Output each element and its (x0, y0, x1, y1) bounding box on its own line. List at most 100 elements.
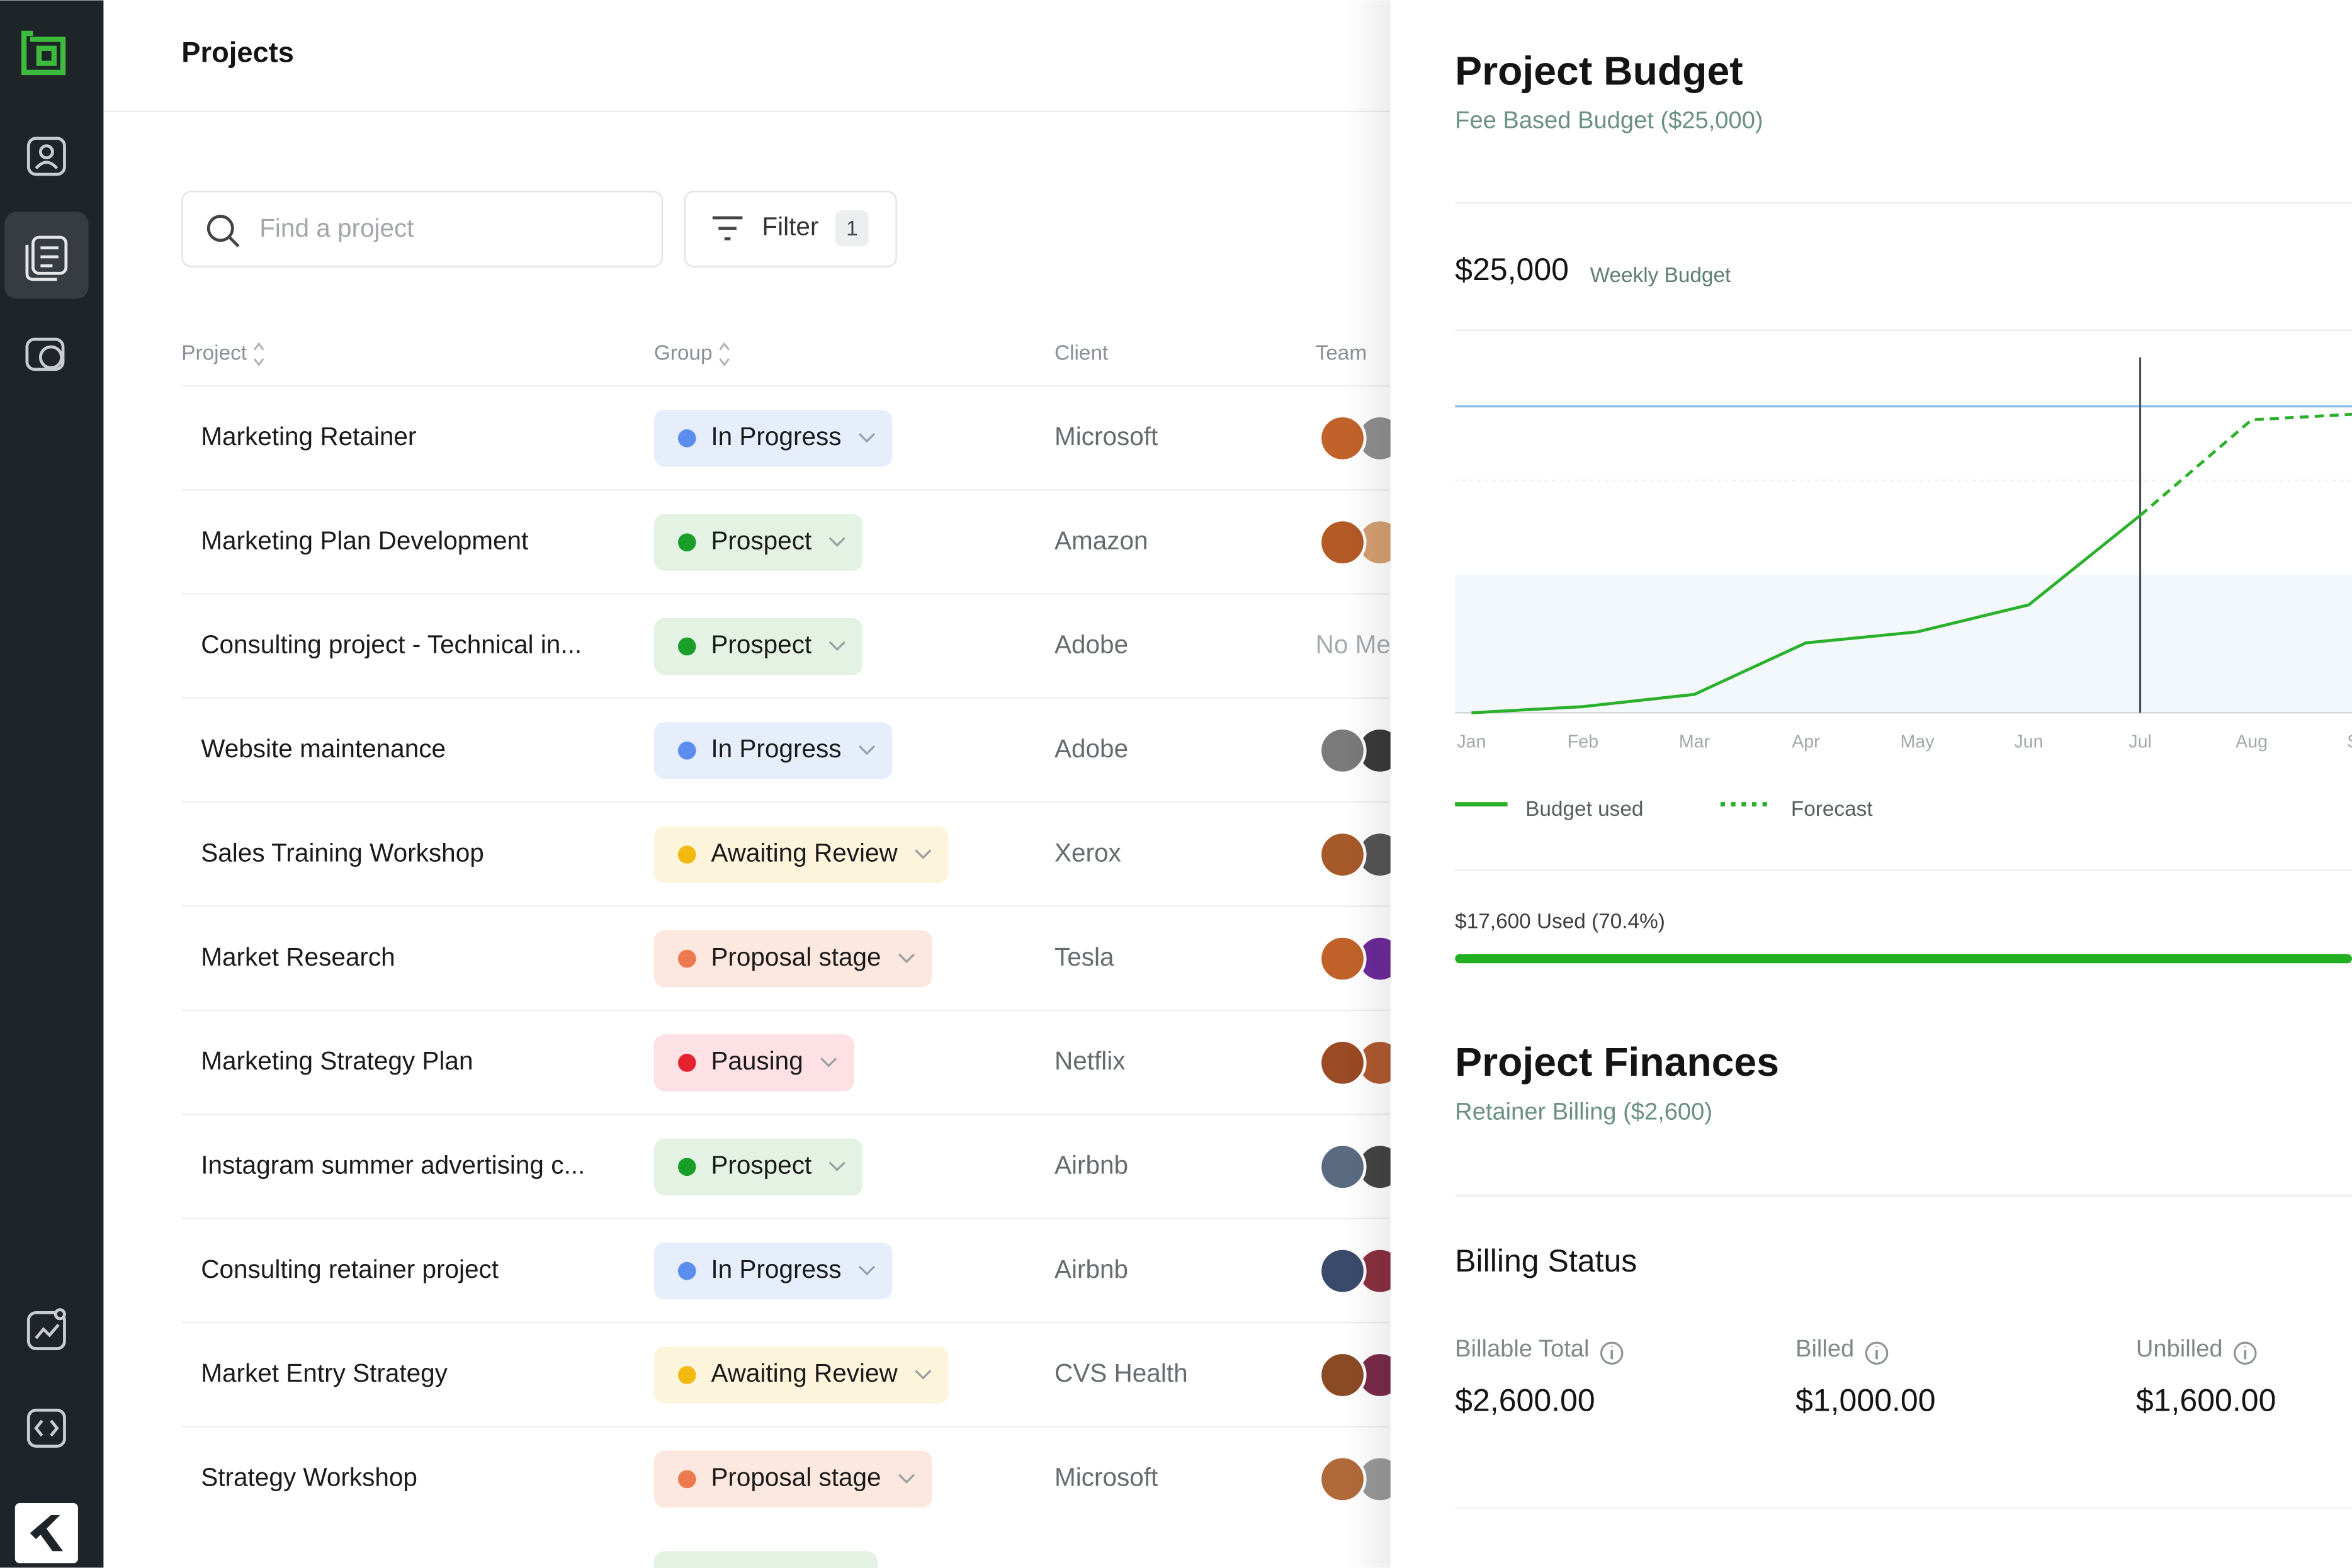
group-label: Proposal stage (711, 1463, 881, 1492)
legend-label: Budget used (1525, 798, 1643, 821)
group-pill[interactable] (653, 722, 893, 779)
group-dot (677, 429, 696, 448)
group-dot (677, 1366, 696, 1384)
group-chevron (828, 641, 845, 651)
column-header: Project (181, 342, 247, 365)
budget-used-label: $17,600 Used (70.4%) (1455, 910, 1665, 933)
group-dot (677, 1054, 696, 1072)
project-name[interactable]: Sales Training Workshop (201, 838, 483, 867)
finances-title: Project Finances (1455, 1039, 1779, 1085)
legend-label: Forecast (1791, 798, 1873, 821)
client-name: Airbnb (1054, 1255, 1128, 1283)
client-name: Netflix (1054, 1046, 1126, 1075)
budget-panel: Project Budget Fee Based Budget ($25,000… (1390, 0, 2352, 1568)
nav-contacts[interactable] (26, 137, 66, 176)
project-name[interactable]: Consulting retainer project (201, 1255, 499, 1283)
group-label: Awaiting Review (711, 838, 898, 867)
project-name[interactable]: Marketing Plan Development (201, 526, 528, 555)
group-label: Pausing (711, 1046, 803, 1075)
x-tick-label: Jun (2014, 732, 2043, 752)
budget-amount: $25,000 (1455, 252, 1569, 287)
info-icon[interactable] (2234, 1341, 2257, 1365)
group-dot (677, 1261, 696, 1280)
x-tick-label: May (1901, 732, 1935, 752)
project-name[interactable]: Market Entry Strategy (201, 1358, 448, 1387)
nav-reports[interactable] (26, 1308, 66, 1350)
group-label: Prospect (711, 630, 811, 659)
group-pill[interactable] (653, 1242, 893, 1300)
stat-label: Billed (1795, 1335, 1854, 1362)
group-chevron (858, 745, 876, 755)
budget-title: Project Budget (1455, 48, 1743, 93)
info-icon[interactable] (1865, 1341, 1889, 1365)
group-chevron (858, 432, 876, 443)
x-tick-label: Feb (1568, 732, 1598, 752)
client-name: CVS Health (1054, 1358, 1188, 1387)
billing-stats: Billable Total $2,600.00 Billed $1,000.00 Un… (1455, 1335, 2276, 1418)
column-header: Client (1054, 342, 1109, 365)
info-icon[interactable] (1600, 1341, 1624, 1365)
group-pill[interactable] (653, 1450, 932, 1508)
project-name[interactable]: Consulting project - Technical in... (201, 630, 582, 659)
sort-icon[interactable] (719, 342, 730, 367)
group-chevron (915, 849, 932, 859)
project-name[interactable]: Marketing Retainer (201, 422, 416, 451)
x-tick-label: Mar (1679, 732, 1710, 752)
group-dot (677, 1158, 696, 1176)
stat-value: $1,000.00 (1795, 1383, 1936, 1418)
x-tick-label: Jul (2129, 732, 2152, 752)
x-tick-label: Aug (2236, 732, 2268, 752)
client-name: Xerox (1054, 838, 1121, 867)
group-chevron (828, 1161, 845, 1171)
x-tick-label: Sep (2347, 732, 2352, 752)
group-dot (677, 1470, 696, 1489)
group-pill[interactable] (653, 514, 863, 571)
group-label: In Progress (711, 422, 841, 451)
client-name: Adobe (1054, 734, 1128, 763)
group-label: Awaiting Review (711, 1358, 898, 1387)
group-chevron (898, 1474, 915, 1484)
group-pill[interactable] (653, 1138, 863, 1196)
group-pill[interactable] (653, 618, 863, 675)
budget-amount-label: Weekly Budget (1590, 264, 1731, 287)
group-pill[interactable] (653, 1346, 949, 1404)
filter-count: 1 (846, 217, 858, 240)
sidebar (0, 0, 104, 1568)
project-name[interactable]: Market Research (201, 942, 395, 971)
nav-projects[interactable] (25, 235, 68, 281)
group-pill[interactable] (653, 930, 932, 988)
group-chevron (828, 537, 845, 547)
project-name[interactable]: Instagram summer advertising c... (201, 1150, 585, 1179)
logo (21, 30, 66, 76)
filter-badge (835, 210, 869, 247)
project-name[interactable]: Marketing Strategy Plan (201, 1046, 473, 1075)
budget-progress (1455, 954, 2352, 964)
project-name[interactable]: Website maintenance (201, 734, 446, 763)
group-chevron (858, 1265, 876, 1276)
group-chevron (915, 1370, 932, 1380)
page-title: Projects (181, 36, 294, 68)
group-dot (677, 637, 696, 656)
group-pill[interactable] (653, 826, 949, 883)
column-header: Group (654, 342, 713, 365)
budget-subtitle: Fee Based Budget ($25,000) (1455, 107, 1763, 134)
group-chevron (898, 953, 915, 964)
nav-integrations[interactable] (26, 1408, 66, 1448)
group-pill[interactable] (653, 1034, 854, 1091)
stat-label: Unbilled (2136, 1335, 2223, 1362)
client-name: Microsoft (1054, 1463, 1158, 1492)
stat-value: $1,600.00 (2136, 1383, 2276, 1418)
stat-value: $2,600.00 (1455, 1383, 1595, 1418)
client-name: Airbnb (1054, 1150, 1128, 1179)
group-pill[interactable] (653, 410, 893, 467)
search-box[interactable] (181, 191, 664, 268)
group-label: In Progress (711, 1255, 841, 1283)
nav-billing[interactable] (25, 337, 65, 371)
finances-subtitle: Retainer Billing ($2,600) (1455, 1098, 1712, 1125)
project-name[interactable]: Strategy Workshop (201, 1463, 417, 1492)
sort-icon[interactable] (253, 342, 264, 367)
series-line (2139, 412, 2352, 517)
client-name: Tesla (1054, 942, 1114, 971)
group-dot (677, 949, 696, 968)
